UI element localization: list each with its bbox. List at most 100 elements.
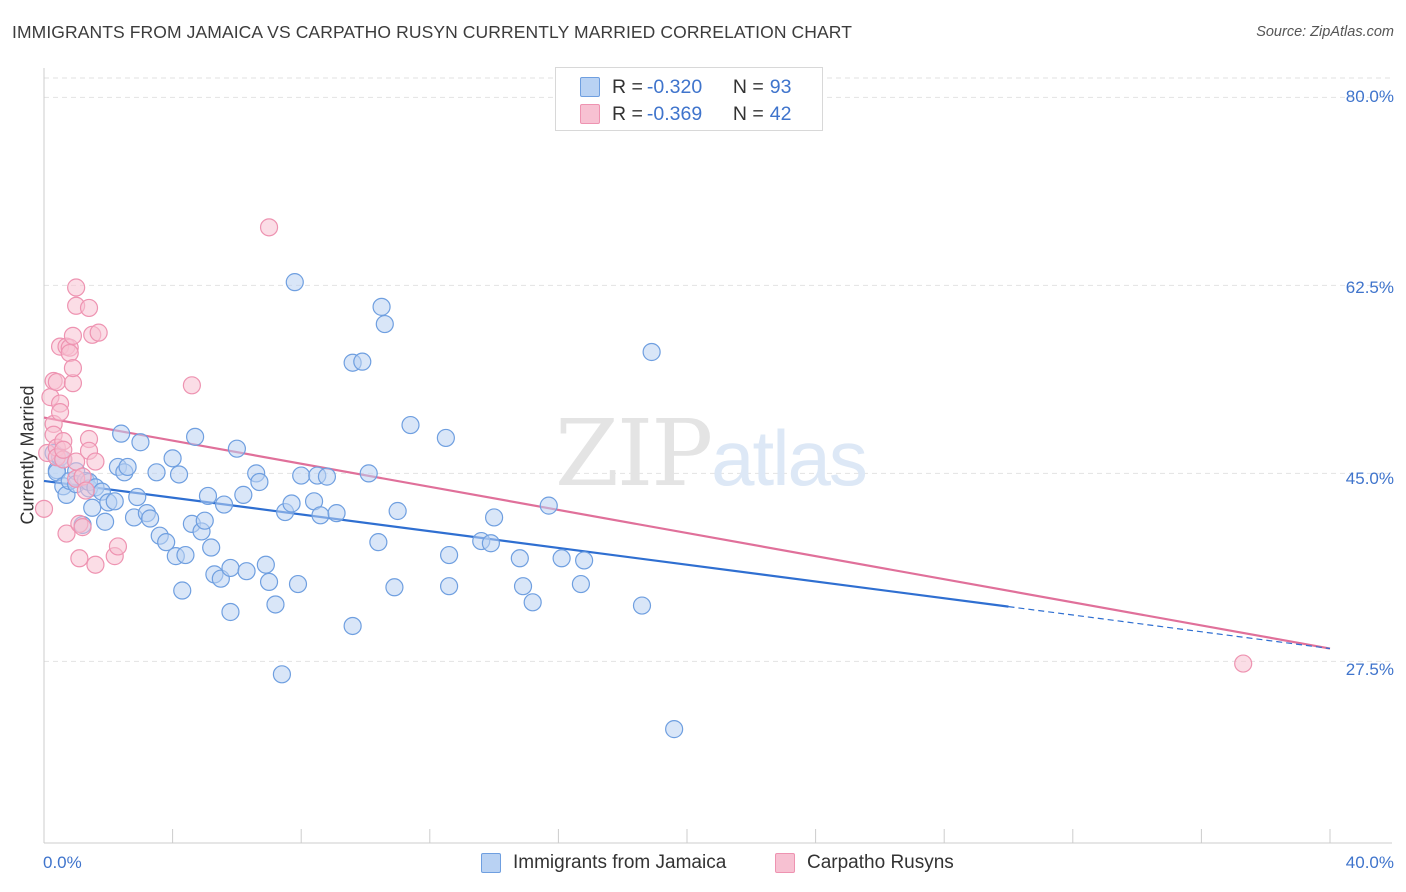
- jamaica-point: [439, 577, 459, 596]
- jamaica-point: [401, 415, 420, 435]
- blue-swatch: [580, 77, 600, 97]
- y-tick-label: 45.0%: [1345, 469, 1394, 488]
- legend-row-jamaica: R = -0.320 N = 93: [580, 74, 791, 100]
- pink-swatch: [580, 104, 600, 124]
- jamaica-point: [485, 508, 504, 527]
- jamaica-point: [353, 352, 372, 371]
- rusyn-point: [57, 524, 76, 543]
- legend-item-label: Immigrants from Jamaica: [513, 852, 727, 873]
- jamaica-point: [272, 665, 292, 684]
- jamaica-point: [163, 449, 182, 468]
- legend-n-value: 42: [769, 102, 792, 125]
- rusyn-point: [73, 518, 92, 537]
- x-tick-label: 0.0%: [43, 853, 82, 872]
- rusyn-point: [76, 481, 95, 500]
- jamaica-point: [195, 511, 214, 530]
- legend-row-rusyn: R = -0.369 N = 42: [580, 101, 791, 127]
- y-tick-label: 27.5%: [1345, 660, 1394, 679]
- legend-r-label: R =: [612, 102, 643, 125]
- pink-swatch: [775, 853, 795, 873]
- jamaica-point: [173, 581, 192, 600]
- series-legend: Immigrants from Jamaica Carpatho Rusyns: [0, 852, 1406, 878]
- jamaica-point: [237, 562, 256, 581]
- jamaica-point: [140, 509, 160, 528]
- jamaica-point: [221, 602, 240, 622]
- jamaica-point: [157, 533, 176, 552]
- rusyn-point: [63, 326, 83, 345]
- rusyn-point: [259, 218, 279, 237]
- rusyn-point: [34, 499, 54, 518]
- jamaica-point: [552, 549, 571, 568]
- jamaica-point: [198, 486, 218, 506]
- jamaica-point: [523, 593, 542, 612]
- jamaica-point: [176, 545, 195, 565]
- y-tick-label: 62.5%: [1345, 278, 1394, 297]
- jamaica-point: [266, 595, 285, 614]
- rusyn-point: [89, 323, 108, 342]
- jamaica-point: [147, 463, 166, 482]
- jamaica-point: [112, 424, 131, 443]
- y-tick-label: 80.0%: [1345, 87, 1394, 106]
- jamaica-point: [369, 533, 388, 552]
- jamaica-point: [214, 495, 234, 514]
- chart-title: IMMIGRANTS FROM JAMAICA VS CARPATHO RUSY…: [12, 22, 853, 42]
- jamaica-point: [118, 457, 137, 477]
- jamaica-point: [510, 549, 529, 568]
- jamaica-point: [439, 545, 459, 565]
- jamaica-point: [282, 494, 301, 513]
- legend-item-rusyn: Carpatho Rusyns: [775, 852, 954, 874]
- jamaica-point: [221, 558, 240, 578]
- jamaica-point: [250, 472, 269, 492]
- jamaica-point: [202, 538, 221, 557]
- jamaica-point: [105, 492, 124, 511]
- legend-n-label: N =: [732, 75, 764, 98]
- source-credit: Source: ZipAtlas.com: [1256, 24, 1394, 40]
- jamaica-point: [642, 342, 661, 362]
- stats-legend: R = -0.320 N = 93 R = -0.369 N = 42: [555, 67, 823, 131]
- rusyn-point: [63, 358, 83, 378]
- legend-r-label: R =: [612, 75, 643, 98]
- jamaica-point: [436, 428, 455, 448]
- jamaica-point: [343, 616, 362, 636]
- legend-item-jamaica: Immigrants from Jamaica: [481, 852, 726, 874]
- jamaica-point: [375, 314, 394, 334]
- jamaica-point: [256, 555, 275, 574]
- jamaica-point: [665, 720, 684, 739]
- x-tick-label: 40.0%: [1345, 853, 1394, 872]
- watermark-zip: ZIP: [555, 400, 713, 507]
- rusyn-point: [182, 376, 201, 395]
- jamaica-point: [292, 466, 311, 485]
- rusyn-point: [86, 555, 105, 574]
- watermark: ZIPatlas: [555, 400, 868, 507]
- blue-swatch: [481, 853, 501, 873]
- rusyn-point: [67, 278, 86, 297]
- legend-r-value: -0.320: [646, 75, 703, 98]
- jamaica-point: [481, 534, 500, 553]
- jamaica-point: [227, 439, 246, 458]
- jamaica-point: [571, 574, 591, 594]
- rusyn-point: [47, 372, 66, 392]
- jamaica-point: [575, 551, 594, 570]
- rusyn-point: [1234, 654, 1253, 673]
- jamaica-point: [311, 506, 330, 525]
- rusyn-point: [79, 298, 99, 318]
- rusyn-point: [70, 549, 89, 568]
- rusyn-point: [54, 440, 73, 459]
- jamaica-point: [186, 427, 205, 446]
- legend-n-value: 93: [769, 75, 792, 98]
- rusyn-point: [108, 537, 128, 556]
- jamaica-point: [388, 501, 407, 521]
- jamaica-point: [632, 596, 652, 615]
- rusyn-point: [60, 343, 79, 363]
- rusyn-trend-line: [43, 416, 1331, 650]
- jamaica-point: [372, 297, 391, 316]
- jamaica-point: [359, 464, 378, 483]
- jamaica-point: [385, 578, 404, 597]
- data-points: [34, 218, 1253, 739]
- jamaica-trend-extension: [1008, 606, 1331, 650]
- jamaica-point: [259, 572, 279, 592]
- jamaica-point: [285, 273, 304, 292]
- rusyn-point: [86, 452, 105, 471]
- jamaica-point: [169, 465, 189, 484]
